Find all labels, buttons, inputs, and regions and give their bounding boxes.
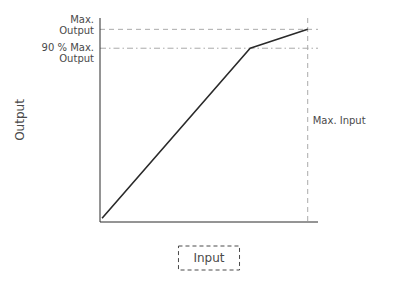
- x-label-box: [178, 246, 239, 270]
- annotation: Max. Input: [313, 115, 366, 126]
- y-axis-label: Output: [13, 99, 27, 141]
- reference-line: [307, 18, 308, 222]
- y-axis: [100, 18, 101, 222]
- x-axis: [100, 222, 318, 223]
- data-line: [102, 29, 308, 218]
- reference-line: [100, 29, 318, 30]
- annotation: Max.Output: [59, 14, 94, 36]
- plot-area: [100, 18, 318, 222]
- chart: Max.Output 90 % Max.Output Max. Input Outpu…: [0, 0, 405, 295]
- annotation: 90 % Max.Output: [42, 42, 95, 64]
- x-axis-label: Input: [193, 251, 224, 265]
- reference-line: [100, 48, 318, 49]
